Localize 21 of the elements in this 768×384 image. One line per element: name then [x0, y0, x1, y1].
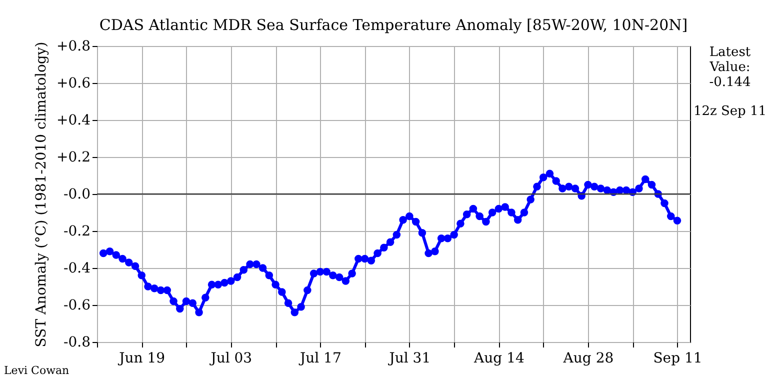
x-tick-label: Jul 31 — [387, 350, 431, 366]
y-tick-label: -0.6 — [64, 298, 91, 314]
x-tick-label: Sep 11 — [653, 350, 702, 366]
x-tick-label: Jul 17 — [298, 350, 342, 366]
y-tick-label: -0.0 — [64, 186, 90, 202]
x-tick-label: Aug 14 — [473, 350, 524, 366]
y-axis-title: SST Anomaly (°C) (1981-2010 climatology) — [34, 42, 50, 348]
text: Latest Value: -0.144 — [708, 45, 752, 90]
x-tick-label: Jun 19 — [117, 350, 166, 366]
chart-title: CDAS Atlantic MDR Sea Surface Temperature Anomaly [85W-20W, 10N-20N] — [99, 16, 688, 34]
text: Levi Cowan — [4, 363, 70, 378]
y-tick-label: +0.8 — [56, 38, 90, 54]
y-tick-label: -0.2 — [64, 224, 90, 240]
x-tick-label: Jul 03 — [208, 350, 252, 366]
y-tick-label: +0.4 — [56, 112, 91, 128]
y-tick-label: +0.2 — [56, 150, 90, 166]
y-tick-label: +0.6 — [56, 76, 91, 92]
y-tick-label: -0.4 — [64, 260, 91, 276]
y-tick-label: -0.8 — [64, 334, 90, 350]
x-tick-label: Aug 28 — [562, 350, 614, 366]
text: 12z Sep 11 — [692, 104, 768, 119]
